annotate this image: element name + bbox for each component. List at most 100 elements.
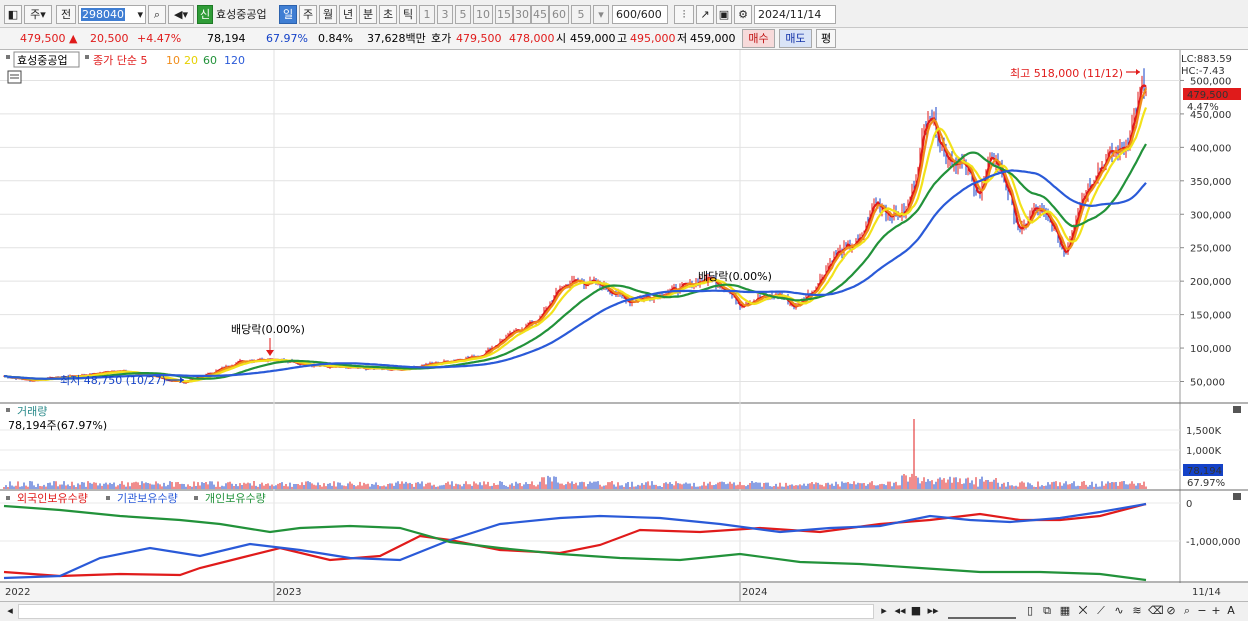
volume-pane-title[interactable]: 거래량 [17, 405, 47, 418]
zoom-icon[interactable]: ⌕ [1183, 604, 1191, 617]
current-price-tag-text: 479,500 [1187, 90, 1228, 101]
x-label-2024: 2024 [742, 587, 767, 598]
crosshair-icon[interactable]: ⨉ [1078, 604, 1088, 617]
rewind-icon[interactable]: ◂◂ [894, 604, 906, 617]
period-second[interactable]: 초 [379, 5, 397, 24]
chevron-down-icon[interactable]: ▾ [137, 8, 143, 21]
scroll-left-icon[interactable]: ◂ [7, 604, 13, 617]
search-icon[interactable]: ⌕ [148, 5, 166, 24]
zoom-out-icon[interactable]: − [1197, 604, 1207, 617]
scroll-track[interactable] [18, 604, 874, 619]
price-series [3, 68, 1148, 384]
period-minute[interactable]: 분 [359, 5, 377, 24]
bottom-scroll-bar: ◂ ▸ ◂◂ ■ ▸▸ ▯ ⧉ ▦ ⨉ ⟋ ∿ ≋ ⌫ ⊘ ⌕ − + A [0, 601, 1248, 621]
interval-15[interactable]: 15 [495, 5, 513, 24]
low-price: 459,000 [690, 32, 736, 45]
x-end-label: 11/14 [1192, 587, 1221, 598]
fast-forward-icon[interactable]: ▸▸ [927, 604, 939, 617]
price-axis-label: 350,000 [1190, 177, 1231, 188]
candle-settings-icon[interactable]: ⫶ [674, 5, 694, 24]
legend-ma20[interactable]: 20 [184, 54, 198, 67]
count-value: 600 [616, 8, 637, 21]
speaker-icon[interactable]: ◀▾ [168, 5, 194, 24]
window-menu-icon[interactable]: ◧ [4, 5, 22, 24]
period-year[interactable]: 년 [339, 5, 357, 24]
scroll-right-icon[interactable]: ▸ [881, 604, 887, 617]
change-percent: +4.47% [137, 32, 182, 45]
dividend-label-2023: 배당락(0.00%) [698, 270, 772, 283]
interval-60[interactable]: 60 [549, 5, 569, 24]
stock-name-box[interactable] [13, 51, 80, 68]
min-price-label: 최저 48,750 (10/27) [60, 374, 166, 387]
date-input[interactable]: 2024/11/14 [754, 5, 836, 24]
copy-icon[interactable]: ⧉ [1043, 604, 1051, 617]
dividend-label-2022: 배당락(0.00%) [231, 323, 305, 336]
interval-30[interactable]: 30 [513, 5, 531, 24]
legend-foreign[interactable]: 외국인보유수량 [17, 492, 88, 505]
stock-code-input[interactable]: 298040 ▾ [78, 5, 146, 24]
x-axis-bar [0, 583, 1248, 601]
save-icon[interactable]: ▣ [716, 5, 732, 24]
institution-holdings-line [3, 502, 1147, 580]
hc-value: HC:-7.43 [1181, 66, 1225, 77]
link-icon[interactable]: ⊘ [1166, 604, 1176, 617]
interval-1[interactable]: 1 [419, 5, 435, 24]
bid-price: 478,000 [509, 32, 555, 45]
shin-badge: 신 [197, 5, 213, 24]
interval-45[interactable]: 45 [531, 5, 549, 24]
interval-value[interactable]: 5 [571, 5, 591, 24]
volume-tag-pct: 67.97% [1187, 478, 1225, 489]
menu-dropdown[interactable]: 주▾ [24, 5, 52, 24]
period-week[interactable]: 주 [299, 5, 317, 24]
chart-area[interactable]: 500,000 450,000 400,000 350,000 300,000 250,0… [0, 50, 1248, 601]
legend-institution[interactable]: 기관보유수량 [117, 492, 178, 505]
interval-5[interactable]: 5 [455, 5, 471, 24]
stock-name: 효성중공업 [216, 8, 267, 21]
chevron-down-icon[interactable]: ▾ [593, 5, 609, 24]
volume-pane-value: 78,194주(67.97%) [8, 419, 107, 432]
current-pct-tag: 4.47% [1187, 102, 1219, 113]
count-input[interactable]: 600/600 [612, 5, 668, 24]
interval-3[interactable]: 3 [437, 5, 453, 24]
interval-10[interactable]: 10 [473, 5, 493, 24]
price-axis-label: 450,000 [1190, 110, 1231, 121]
period-tick[interactable]: 틱 [399, 5, 417, 24]
buy-button[interactable]: 매수 [742, 29, 775, 48]
trend-icon[interactable]: ⟋ [1097, 604, 1105, 617]
prev-button[interactable]: 전 [56, 5, 76, 24]
legend-individual[interactable]: 개인보유수량 [205, 492, 266, 505]
close-pane-icon[interactable] [1233, 406, 1241, 413]
legend-ma5[interactable]: 종가 단순 5 [93, 54, 147, 67]
volume-series [3, 419, 1147, 489]
zoom-slider[interactable] [948, 604, 1016, 619]
period-day[interactable]: 일 [279, 5, 297, 24]
volume-axis-label: 1,000K [1186, 446, 1222, 457]
legend-bullet [6, 496, 10, 500]
quote-label: 호가 [431, 32, 452, 45]
calculator-icon[interactable] [7, 70, 22, 84]
fib-icon[interactable]: ≋ [1132, 604, 1142, 617]
period-month[interactable]: 월 [319, 5, 337, 24]
legend-ma10[interactable]: 10 [166, 54, 180, 67]
volume-tag-text: 78,194 [1187, 466, 1222, 477]
wave-icon[interactable]: ∿ [1114, 604, 1124, 617]
zoom-in-icon[interactable]: + [1211, 604, 1221, 617]
ma120-line [4, 169, 1147, 380]
auto-scale-icon[interactable]: A [1227, 604, 1235, 617]
layout-icon[interactable]: ▯ [1026, 604, 1034, 617]
draw-tool-icon[interactable]: ↗ [696, 5, 714, 24]
legend-ma60[interactable]: 60 [203, 54, 217, 67]
sell-button[interactable]: 매도 [779, 29, 812, 48]
close-pane-icon[interactable] [1233, 493, 1241, 500]
gear-icon[interactable]: ⚙ [734, 5, 752, 24]
ask-price: 479,500 [456, 32, 502, 45]
price-axis-label: 100,000 [1190, 344, 1231, 355]
eval-button[interactable]: 평 [816, 29, 836, 48]
count-total: /600 [637, 8, 662, 21]
grid-icon[interactable]: ▦ [1059, 604, 1071, 617]
legend-ma120[interactable]: 120 [224, 54, 245, 67]
eraser-icon[interactable]: ⌫ [1148, 604, 1164, 617]
max-price-label: 최고 518,000 (11/12) [1010, 67, 1123, 80]
stop-icon[interactable]: ■ [910, 604, 922, 617]
volume-ratio: 67.97% [266, 32, 308, 45]
